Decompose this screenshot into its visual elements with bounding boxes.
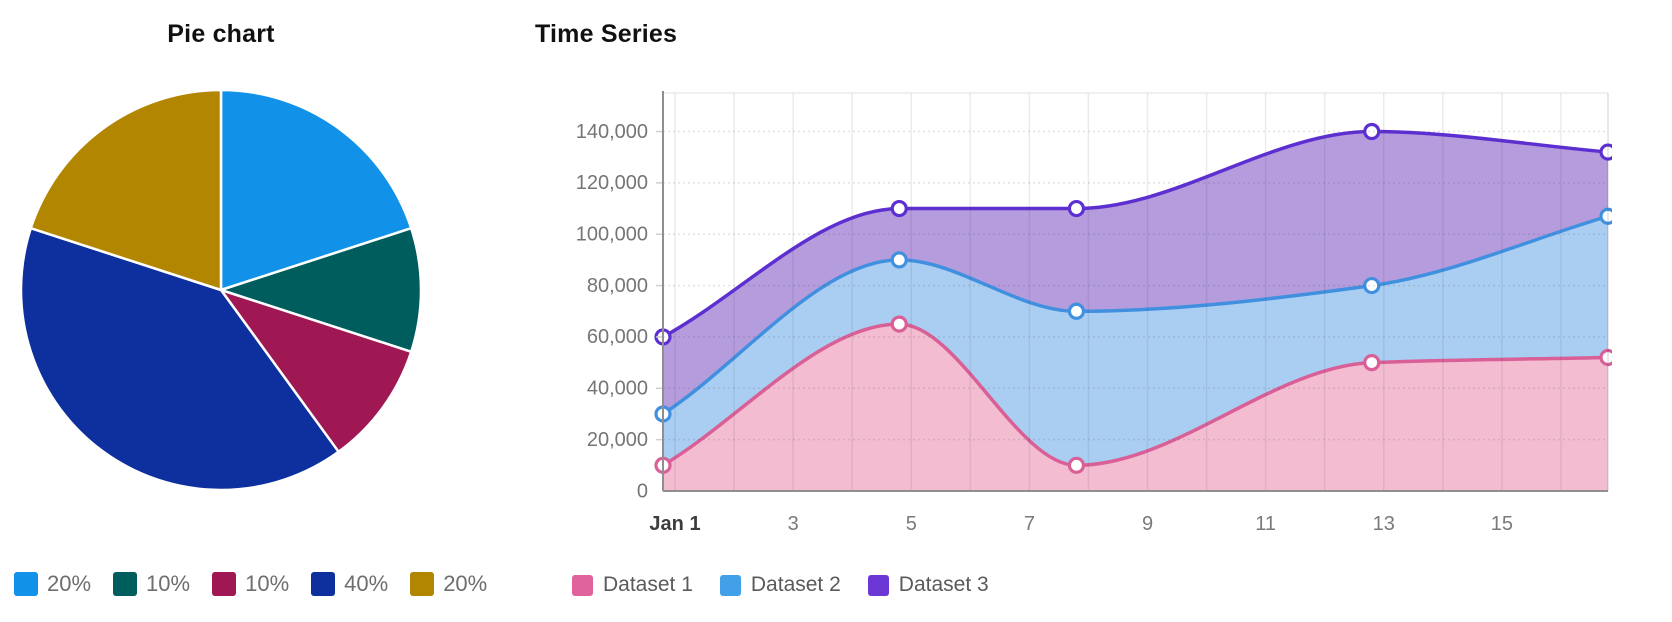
legend-swatch (410, 572, 435, 596)
legend-item-dataset-3[interactable]: Dataset 3 (867, 573, 989, 597)
y-tick-label: 20,000 (587, 429, 648, 451)
y-tick-label: 100,000 (576, 224, 648, 246)
timeseries-chart-svg: 0 20,000 40,000 60,000 80,000 100,000 120,000 1… (576, 91, 1612, 535)
y-tick-label: 0 (637, 480, 648, 502)
legend-label: 10% (146, 571, 191, 596)
y-tick-label: 140,000 (576, 121, 648, 143)
data-point (1067, 456, 1086, 474)
pie-slice-10% (219, 288, 413, 454)
data-point (1599, 348, 1612, 367)
y-tick-label: 60,000 (587, 326, 648, 348)
legend-label: Dataset 2 (750, 573, 841, 596)
legend-swatch (311, 572, 336, 596)
legend-item-dataset-2[interactable]: Dataset 2 (719, 573, 841, 597)
data-point (890, 199, 908, 218)
x-tick-label: 5 (906, 513, 917, 535)
legend-swatch (14, 572, 38, 596)
data-point (890, 251, 908, 269)
data-point (1067, 302, 1086, 320)
legend-item-20-[interactable]: 20% (14, 571, 91, 597)
x-tick-label: 11 (1255, 513, 1276, 535)
legend-label: Dataset 3 (898, 573, 989, 596)
legend-label: 40% (344, 571, 389, 596)
y-tick-label: 80,000 (587, 275, 648, 297)
timeseries-title: Time Series (535, 20, 678, 48)
x-tick-label: 15 (1491, 513, 1513, 535)
legend-item-dataset-1[interactable]: Dataset 1 (572, 573, 693, 597)
legend-label: 20% (443, 571, 488, 596)
pie-chart-title: Pie chart (167, 20, 275, 48)
x-tick-label: Jan 1 (649, 513, 700, 535)
pie-legend: 20% 10% 10% 40% 20% (14, 571, 487, 597)
pie-chart-svg (19, 88, 423, 492)
legend-item-10-[interactable]: 10% (212, 571, 289, 597)
x-tick-label: 13 (1373, 513, 1395, 535)
pie-slice-20% (219, 88, 413, 292)
pie-slice-20% (29, 88, 223, 292)
legend-item-20-[interactable]: 20% (410, 571, 487, 597)
legend-swatch (572, 574, 593, 596)
data-point (1363, 276, 1381, 295)
legend-label: 20% (47, 571, 92, 596)
legend-item-10-[interactable]: 10% (113, 571, 190, 597)
data-point (1363, 354, 1381, 372)
legend-swatch (113, 572, 138, 596)
legend-label: Dataset 1 (603, 573, 693, 596)
y-tick-label: 120,000 (576, 172, 648, 194)
data-point (1599, 143, 1612, 161)
legend-swatch (212, 572, 237, 596)
data-point (1067, 199, 1086, 218)
legend-label: 10% (245, 571, 290, 596)
data-point (890, 315, 908, 333)
y-tick-label: 40,000 (587, 378, 648, 400)
gridlines (656, 92, 1609, 491)
legend-swatch (867, 574, 889, 596)
pie-slice-40% (19, 226, 340, 492)
data-point (1599, 207, 1612, 225)
data-point (1363, 122, 1381, 141)
x-tick-label: 3 (788, 513, 799, 535)
legend-item-40-[interactable]: 40% (311, 571, 388, 597)
x-tick-label: 9 (1142, 513, 1153, 535)
pie-slice-10% (219, 226, 423, 354)
x-tick-label: 7 (1024, 513, 1035, 535)
legend-swatch (719, 574, 741, 596)
timeseries-legend: Dataset 1 Dataset 2 Dataset 3 (572, 573, 989, 597)
